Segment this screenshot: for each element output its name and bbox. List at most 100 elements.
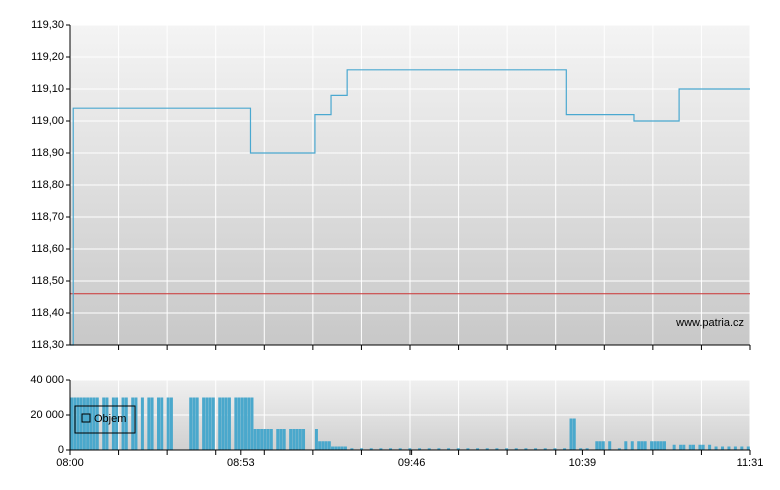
y-tick-label: 119,20	[31, 51, 64, 63]
volume-bar	[708, 444, 712, 450]
volume-bar	[70, 397, 73, 450]
volume-bar	[195, 397, 199, 450]
volume-bar	[637, 441, 641, 450]
volume-bar	[650, 441, 654, 450]
volume-bar	[234, 397, 238, 450]
volume-bar	[360, 448, 364, 450]
y-tick-label: 118,80	[31, 179, 64, 191]
volume-bar	[147, 397, 151, 450]
volume-bar	[295, 429, 299, 450]
volume-bar	[105, 397, 109, 450]
volume-bar	[263, 429, 267, 450]
volume-bar	[398, 448, 402, 450]
volume-bar	[289, 429, 293, 450]
volume-bar	[598, 441, 602, 450]
volume-bar	[169, 397, 173, 450]
volume-bar	[92, 397, 96, 450]
volume-bar	[240, 397, 244, 450]
volume-bar	[569, 418, 573, 450]
volume-bar	[157, 397, 161, 450]
volume-bar	[269, 429, 273, 450]
volume-bar	[121, 397, 125, 450]
volume-bar	[282, 429, 286, 450]
legend-label: Objem	[94, 413, 126, 425]
volume-bar	[89, 397, 93, 450]
volume-bar	[260, 429, 264, 450]
volume-bar	[698, 444, 702, 450]
volume-bar	[131, 397, 135, 450]
volume-bar	[292, 429, 296, 450]
volume-bar	[140, 397, 144, 450]
volume-bar	[601, 441, 605, 450]
volume-bar	[579, 448, 583, 450]
volume-bar	[543, 448, 547, 450]
y-tick-label: 119,30	[31, 19, 64, 31]
volume-bar	[740, 446, 744, 450]
volume-bar	[298, 429, 302, 450]
volume-bar	[447, 448, 451, 450]
volume-bar	[656, 441, 660, 450]
volume-bar	[727, 446, 731, 450]
volume-bar	[324, 441, 328, 450]
price-line	[70, 69, 750, 346]
y-tick-label: 0	[58, 444, 64, 456]
volume-bar	[202, 397, 206, 450]
volume-bar	[334, 446, 338, 450]
volume-bar	[672, 444, 676, 450]
volume-bar	[662, 441, 666, 450]
volume-bar	[82, 397, 86, 450]
volume-bar	[279, 429, 283, 450]
volume-bar	[302, 429, 306, 450]
y-tick-label: 40 000	[30, 374, 64, 386]
volume-bar	[476, 448, 480, 450]
volume-bar	[134, 397, 138, 450]
volume-bar	[343, 446, 347, 450]
volume-bar	[418, 448, 422, 450]
volume-bar	[86, 397, 90, 450]
y-tick-label: 118,90	[31, 147, 64, 159]
volume-bar	[640, 441, 644, 450]
volume-bar	[553, 448, 557, 450]
volume-bar	[691, 444, 695, 450]
volume-bar	[166, 397, 170, 450]
volume-bar	[682, 444, 686, 450]
legend-swatch	[81, 413, 91, 423]
y-tick-label: 118,30	[31, 339, 64, 351]
volume-bar	[244, 397, 248, 450]
x-tick-label: 11:31	[737, 457, 764, 469]
y-tick-label: 119,00	[31, 115, 64, 127]
volume-bar	[247, 397, 251, 450]
x-tick-label: 08:53	[227, 457, 255, 469]
volume-bar	[224, 397, 228, 450]
volume-bar	[653, 441, 657, 450]
volume-bar	[102, 397, 106, 450]
volume-bar	[389, 448, 393, 450]
volume-bar	[331, 446, 335, 450]
watermark: www.patria.cz	[675, 317, 744, 329]
volume-bar	[624, 441, 628, 450]
volume-bar	[327, 441, 331, 450]
volume-bar	[456, 448, 460, 450]
volume-bar	[337, 446, 341, 450]
volume-bar	[221, 397, 225, 450]
volume-bar	[115, 397, 119, 450]
x-tick-label: 10:39	[569, 457, 597, 469]
volume-bar	[250, 397, 254, 450]
volume-bar	[276, 429, 280, 450]
volume-bar	[111, 397, 115, 450]
volume-bar	[227, 397, 231, 450]
y-tick-label: 118,40	[31, 307, 64, 319]
volume-bar	[679, 444, 683, 450]
x-tick-label: 08:00	[56, 457, 84, 469]
volume-bar	[124, 397, 128, 450]
volume-bar	[192, 397, 196, 450]
volume-bar	[659, 441, 663, 450]
volume-bar	[466, 448, 470, 450]
volume-bar	[160, 397, 164, 450]
volume-bar	[720, 446, 724, 450]
volume-bar	[514, 448, 518, 450]
volume-bar	[318, 441, 322, 450]
volume-bar	[211, 397, 215, 450]
volume-bar	[189, 397, 193, 450]
